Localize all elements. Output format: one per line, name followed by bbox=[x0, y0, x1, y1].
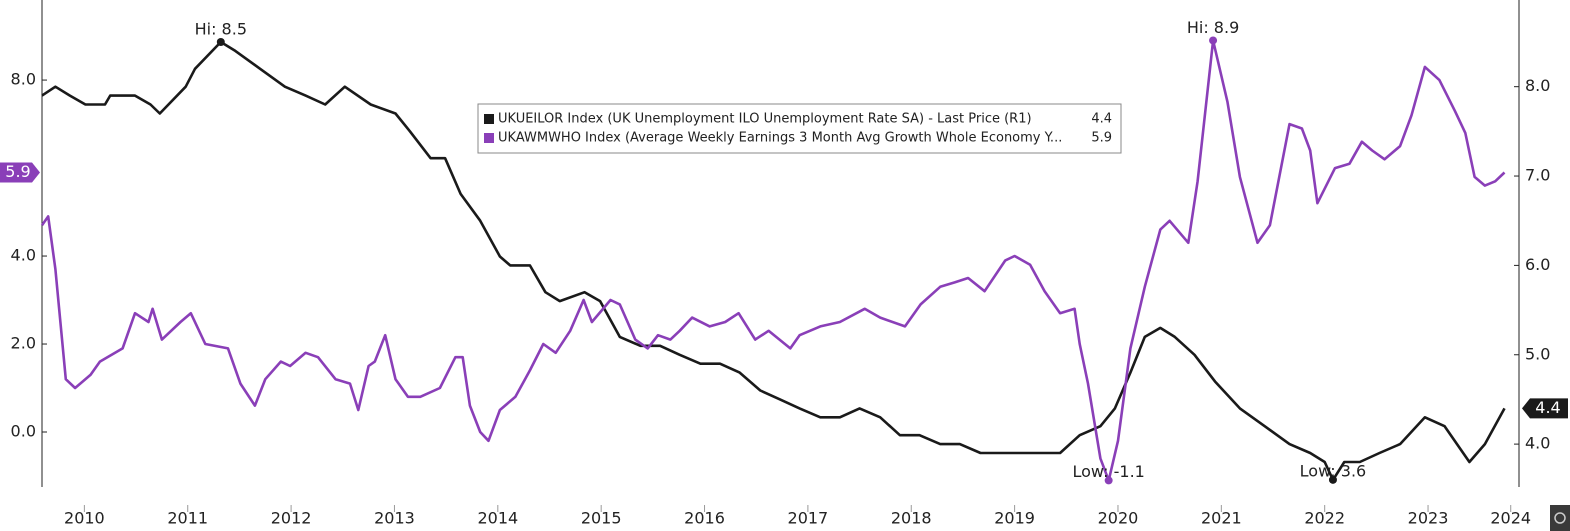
legend-value: 4.4 bbox=[1091, 112, 1112, 127]
y-tick-label: 2.0 bbox=[11, 334, 36, 353]
last-value-label: 4.4 bbox=[1535, 398, 1560, 417]
annotation-label: Hi: 8.5 bbox=[195, 19, 247, 38]
series-line bbox=[41, 40, 1506, 482]
last-value-badge bbox=[0, 162, 40, 183]
x-tick-label: 2024 bbox=[1490, 509, 1531, 528]
x-tick-label: 2017 bbox=[788, 509, 829, 528]
y2-tick-label: 8.0 bbox=[1525, 76, 1550, 95]
series-line bbox=[40, 39, 1506, 482]
annotation-label: Low: 3.6 bbox=[1300, 461, 1367, 480]
annotation-dot bbox=[1209, 36, 1218, 45]
legend-label: UKAWMWHO Index (Average Weekly Earnings … bbox=[498, 131, 1062, 146]
legend: UKUEILOR Index (UK Unemployment ILO Unem… bbox=[477, 103, 1122, 154]
x-tick-label: 2019 bbox=[994, 509, 1035, 528]
legend-value: 5.9 bbox=[1091, 131, 1112, 146]
y-tick-label: 8.0 bbox=[11, 70, 36, 89]
x-tick-label: 2011 bbox=[167, 509, 208, 528]
x-tick-label: 2016 bbox=[684, 509, 725, 528]
y2-tick-label: 6.0 bbox=[1525, 255, 1550, 274]
x-tick-label: 2021 bbox=[1201, 509, 1242, 528]
last-value-label: 5.9 bbox=[5, 162, 30, 181]
x-tick-label: 2015 bbox=[581, 509, 622, 528]
legend-swatch bbox=[484, 133, 494, 143]
x-tick-label: 2023 bbox=[1408, 509, 1449, 528]
legend-swatch bbox=[484, 114, 494, 124]
legend-box bbox=[477, 103, 1122, 154]
y-tick-label: 4.0 bbox=[11, 246, 36, 265]
annotation-label: Hi: 8.9 bbox=[1187, 18, 1239, 37]
annotation-dot bbox=[1104, 476, 1113, 485]
x-tick-label: 2012 bbox=[271, 509, 312, 528]
x-tick-label: 2020 bbox=[1098, 509, 1139, 528]
y-tick-label: 0.0 bbox=[11, 422, 36, 441]
x-tick-label: 2014 bbox=[477, 509, 518, 528]
annotation-dot bbox=[1328, 475, 1337, 484]
x-tick-label: 2022 bbox=[1304, 509, 1345, 528]
legend-label: UKUEILOR Index (UK Unemployment ILO Unem… bbox=[498, 112, 1032, 127]
widget-icon[interactable] bbox=[1554, 512, 1566, 524]
y2-tick-label: 7.0 bbox=[1525, 166, 1550, 185]
x-tick-label: 2018 bbox=[891, 509, 932, 528]
annotation-dot bbox=[216, 37, 225, 46]
y2-tick-label: 5.0 bbox=[1525, 344, 1550, 363]
side-widget[interactable] bbox=[1550, 505, 1570, 531]
last-value-badge bbox=[1522, 398, 1568, 419]
x-tick-label: 2010 bbox=[64, 509, 105, 528]
x-tick-label: 2013 bbox=[374, 509, 415, 528]
y2-tick-label: 4.0 bbox=[1525, 434, 1550, 453]
annotation-label: Low: -1.1 bbox=[1073, 462, 1145, 481]
